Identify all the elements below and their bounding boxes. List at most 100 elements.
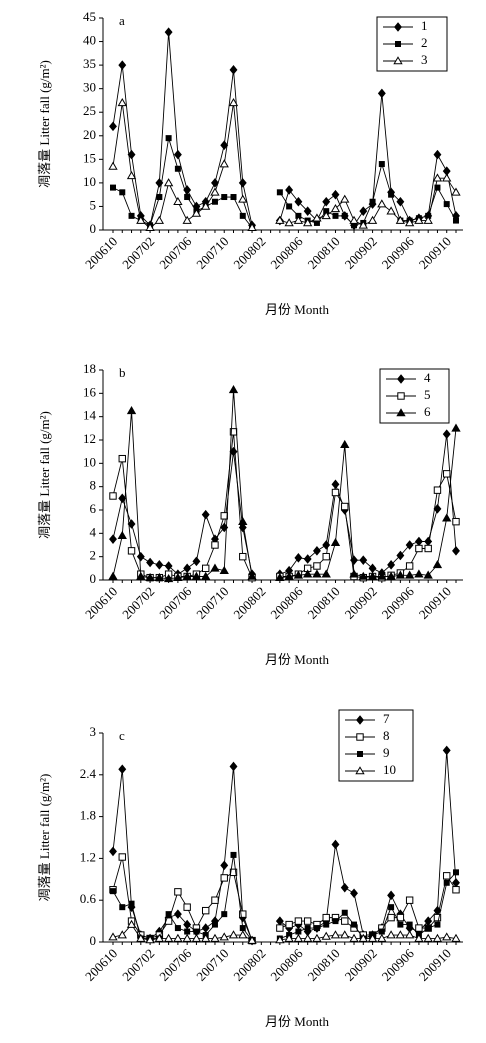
marker [425,925,432,932]
marker [313,562,321,570]
legend-marker [356,715,364,725]
x-tick-label: 200906 [379,233,418,272]
marker [359,206,368,216]
x-tick-label: 200706 [156,945,195,984]
marker [229,868,238,877]
marker [358,220,368,229]
marker [405,896,414,904]
marker [154,215,165,224]
marker [388,191,395,198]
x-tick-label: 200706 [156,233,195,272]
marker [368,563,377,574]
marker [396,550,405,561]
marker [211,896,219,904]
legend-marker [397,392,405,400]
marker [184,928,191,935]
marker [303,569,313,578]
marker [331,839,340,850]
marker [163,178,174,187]
marker [443,201,450,208]
marker [202,906,210,915]
series-line [112,431,457,579]
marker [118,60,127,70]
marker [377,571,387,580]
marker [239,925,246,932]
x-tick-label: 200910 [416,946,454,984]
marker [173,572,183,581]
marker [294,917,303,925]
y-axis-label: 凋落量 Litter fall (g/m²) [37,60,52,188]
marker [432,933,443,942]
marker [322,552,330,561]
x-axis-label: 月份 Month [265,302,329,317]
marker [395,570,406,579]
marker [230,194,237,201]
marker [404,930,415,939]
x-tick-label: 200702 [119,946,157,984]
marker [415,544,423,553]
marker [397,921,404,928]
marker [182,571,192,580]
x-tick-label: 200802 [230,234,268,272]
marker [247,222,257,231]
marker [321,211,331,220]
y-tick-label: 6 [90,501,97,516]
marker [145,572,155,581]
marker [163,574,174,583]
x-tick-label: 200610 [82,584,120,622]
marker [433,486,442,494]
marker [211,541,219,549]
marker [295,928,302,935]
marker [359,555,368,565]
legend-marker [395,41,401,47]
marker [239,910,247,918]
y-axis-label: 凋落量 Litter fall (g/m²) [37,774,52,902]
marker [108,932,118,941]
marker [183,903,191,911]
y-tick-label: 10 [83,174,96,189]
marker [275,572,285,581]
marker [221,194,228,201]
marker [331,189,340,200]
marker [275,215,285,224]
marker [136,215,146,224]
marker [358,933,368,942]
marker [433,913,442,922]
marker [230,851,237,858]
marker [378,928,385,935]
marker [165,911,172,918]
marker [110,184,116,191]
series-line [112,434,457,575]
marker [119,189,126,196]
x-tick-label: 200810 [305,946,343,984]
marker [184,194,191,201]
marker [164,917,173,925]
marker [442,173,452,182]
x-tick-label: 200910 [416,584,454,622]
legend-label: 4 [424,370,431,385]
marker [423,933,433,942]
marker [322,196,331,207]
marker [330,537,341,546]
marker [228,930,239,939]
legend-marker [357,751,363,757]
marker [452,869,459,876]
marker [341,502,349,511]
marker [239,552,247,561]
marker [434,921,441,928]
y-tick-label: 45 [83,9,96,24]
marker [332,918,339,925]
marker [303,218,313,227]
marker [127,149,136,160]
y-tick-label: 0 [90,933,97,948]
marker [443,470,451,478]
marker [405,562,414,570]
x-tick-label: 200610 [82,234,120,272]
marker [145,222,155,231]
marker [330,930,341,939]
marker [293,215,304,224]
marker [173,933,183,942]
marker [127,547,136,555]
marker [367,933,378,942]
legend-marker [396,408,406,417]
